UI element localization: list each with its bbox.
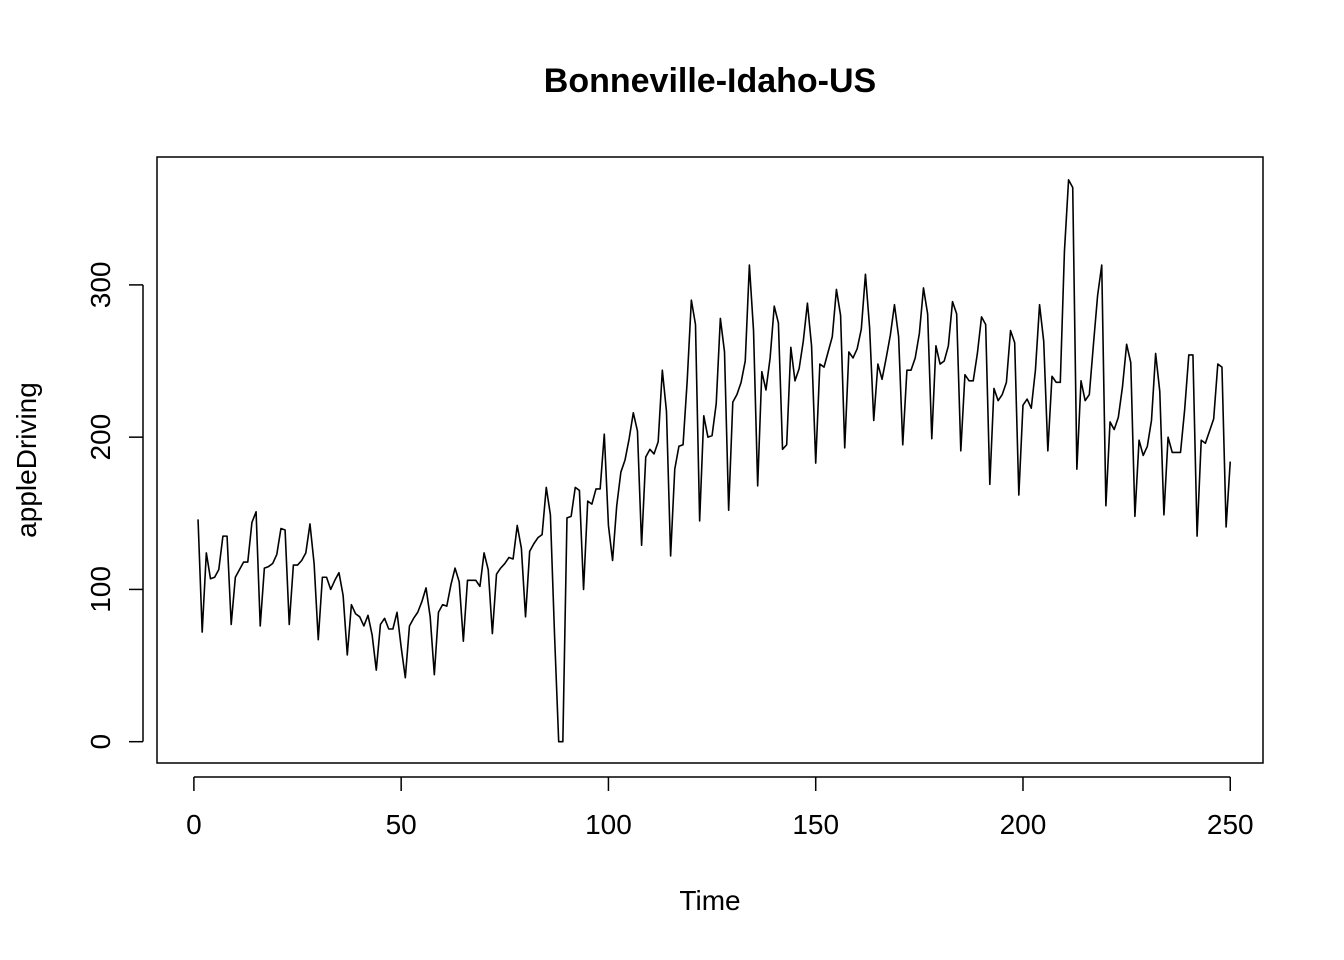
x-tick-label: 50 bbox=[386, 809, 417, 840]
x-tick-label: 150 bbox=[792, 809, 839, 840]
plot-frame bbox=[156, 156, 1264, 764]
x-axis: 0 50 100 150 200 250 bbox=[186, 776, 1254, 840]
y-axis-label: appleDriving bbox=[11, 382, 42, 538]
y-tick-label: 0 bbox=[85, 734, 116, 750]
chart-title: Bonneville-Idaho-US bbox=[544, 62, 876, 100]
x-tick-label: 100 bbox=[585, 809, 632, 840]
x-tick-label: 0 bbox=[186, 809, 202, 840]
x-tick-label: 200 bbox=[1000, 809, 1047, 840]
y-tick-label: 100 bbox=[85, 566, 116, 613]
series-layer bbox=[197, 179, 1232, 743]
x-axis-label: Time bbox=[679, 885, 740, 916]
y-axis: 0 100 200 300 bbox=[85, 262, 144, 750]
x-tick-label: 250 bbox=[1207, 809, 1254, 840]
y-tick-label: 300 bbox=[85, 262, 116, 309]
y-tick-label: 200 bbox=[85, 414, 116, 461]
series-line bbox=[197, 179, 1232, 743]
